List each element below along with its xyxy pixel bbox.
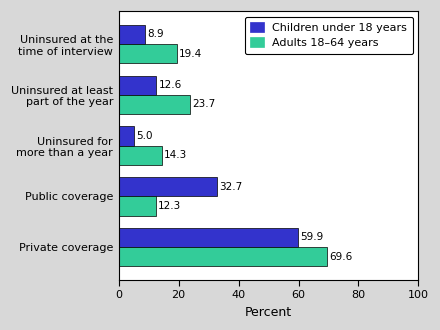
Text: 69.6: 69.6 <box>330 251 353 262</box>
Bar <box>119 228 298 247</box>
Bar <box>119 25 145 44</box>
Bar <box>119 247 327 266</box>
Bar <box>119 126 134 146</box>
Text: 12.3: 12.3 <box>158 201 181 211</box>
Bar <box>119 95 190 114</box>
Bar <box>119 146 161 165</box>
Text: 32.7: 32.7 <box>219 182 242 192</box>
Legend: Children under 18 years, Adults 18–64 years: Children under 18 years, Adults 18–64 ye… <box>245 17 413 54</box>
Text: 12.6: 12.6 <box>159 80 182 90</box>
Text: 5.0: 5.0 <box>136 131 153 141</box>
X-axis label: Percent: Percent <box>245 306 292 319</box>
Text: 19.4: 19.4 <box>179 49 202 59</box>
Text: 59.9: 59.9 <box>301 232 324 242</box>
Bar <box>119 44 177 63</box>
Bar <box>119 177 216 196</box>
Text: 23.7: 23.7 <box>192 99 215 110</box>
Text: 8.9: 8.9 <box>148 29 165 40</box>
Bar <box>119 76 157 95</box>
Bar <box>119 196 155 215</box>
Text: 14.3: 14.3 <box>164 150 187 160</box>
